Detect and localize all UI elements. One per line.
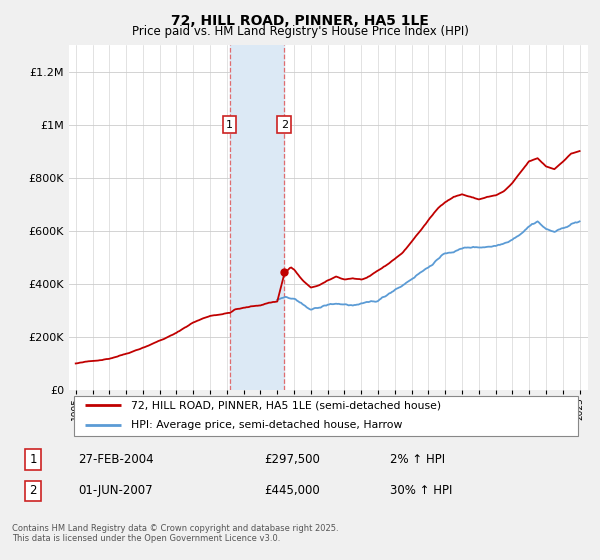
Text: 1: 1 [29, 453, 37, 466]
Text: 72, HILL ROAD, PINNER, HA5 1LE (semi-detached house): 72, HILL ROAD, PINNER, HA5 1LE (semi-det… [131, 400, 442, 410]
Text: £445,000: £445,000 [264, 484, 320, 497]
Text: 72, HILL ROAD, PINNER, HA5 1LE: 72, HILL ROAD, PINNER, HA5 1LE [171, 14, 429, 28]
Bar [230, 45, 284, 390]
Text: 2: 2 [29, 484, 37, 497]
Text: 2% ↑ HPI: 2% ↑ HPI [390, 453, 445, 466]
Text: £297,500: £297,500 [264, 453, 320, 466]
Text: HPI: Average price, semi-detached house, Harrow: HPI: Average price, semi-detached house,… [131, 420, 403, 430]
Text: 1: 1 [226, 120, 233, 129]
Text: Contains HM Land Registry data © Crown copyright and database right 2025.
This d: Contains HM Land Registry data © Crown c… [12, 524, 338, 543]
Text: 2: 2 [281, 120, 288, 129]
FancyBboxPatch shape [74, 396, 578, 436]
Text: 01-JUN-2007: 01-JUN-2007 [78, 484, 152, 497]
Text: Price paid vs. HM Land Registry's House Price Index (HPI): Price paid vs. HM Land Registry's House … [131, 25, 469, 38]
Text: 27-FEB-2004: 27-FEB-2004 [78, 453, 154, 466]
Text: 30% ↑ HPI: 30% ↑ HPI [390, 484, 452, 497]
